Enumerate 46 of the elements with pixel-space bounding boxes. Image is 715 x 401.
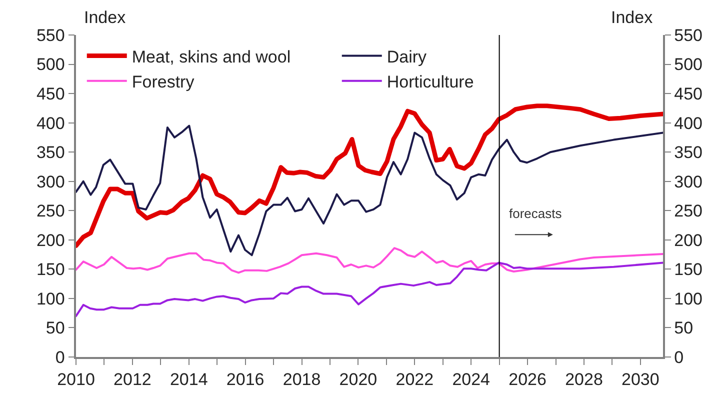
y-tick-label: 350 [36, 143, 65, 162]
line-series [76, 247, 663, 274]
y2-tick-label: 250 [674, 202, 703, 221]
x-tick-label: 2014 [170, 370, 208, 390]
y2-tick-label: 200 [674, 230, 703, 250]
x-tick-label: 2022 [396, 370, 434, 390]
y-tick-label: 500 [36, 55, 65, 74]
y2-axis-title: Index [611, 8, 654, 27]
x-tick-label: 2012 [114, 370, 152, 390]
y-tick-label: 550 [36, 26, 65, 45]
y2-tick-label: 450 [674, 84, 703, 104]
x-tick-label: 2028 [565, 370, 603, 390]
legend-label: Dairy [386, 47, 428, 66]
y-tick-label: 250 [36, 202, 65, 221]
x-tick-label: 2016 [226, 370, 264, 390]
y2-tick-label: 550 [674, 26, 703, 45]
ref-line-label: forecasts [509, 206, 562, 221]
line-series [76, 262, 663, 318]
y2-tick-label: 300 [674, 172, 703, 192]
x-tick-label: 2030 [622, 370, 660, 390]
line-series [76, 104, 663, 248]
x-tick-label: 2020 [339, 370, 378, 390]
x-tick-label: 2024 [452, 370, 490, 390]
y2-tick-label: 0 [674, 348, 684, 367]
y-tick-label: 150 [36, 260, 65, 280]
line-series [76, 124, 663, 256]
y-tick-label: 100 [36, 289, 65, 308]
y-tick-label: 0 [55, 348, 65, 367]
x-tick-label: 2026 [508, 370, 546, 390]
y2-tick-label: 150 [674, 260, 703, 280]
legend-label: Forestry [132, 72, 195, 92]
y2-tick-label: 350 [674, 143, 703, 162]
y-axis-title: Index [84, 8, 126, 27]
y2-tick-label: 100 [674, 289, 703, 308]
y-tick-label: 450 [36, 84, 65, 104]
y-tick-label: 50 [46, 318, 65, 338]
y2-tick-label: 400 [674, 114, 703, 133]
x-tick-label: 2018 [282, 370, 321, 390]
x-tick-label: 2010 [57, 370, 95, 390]
y2-tick-label: 500 [674, 55, 703, 74]
y-tick-label: 300 [36, 172, 65, 192]
y2-tick-label: 50 [674, 318, 694, 338]
y-tick-label: 200 [36, 230, 65, 250]
legend-label: Meat, skins and wool [132, 47, 291, 66]
legend-label: Horticulture [386, 72, 474, 92]
y-tick-label: 400 [36, 114, 65, 133]
